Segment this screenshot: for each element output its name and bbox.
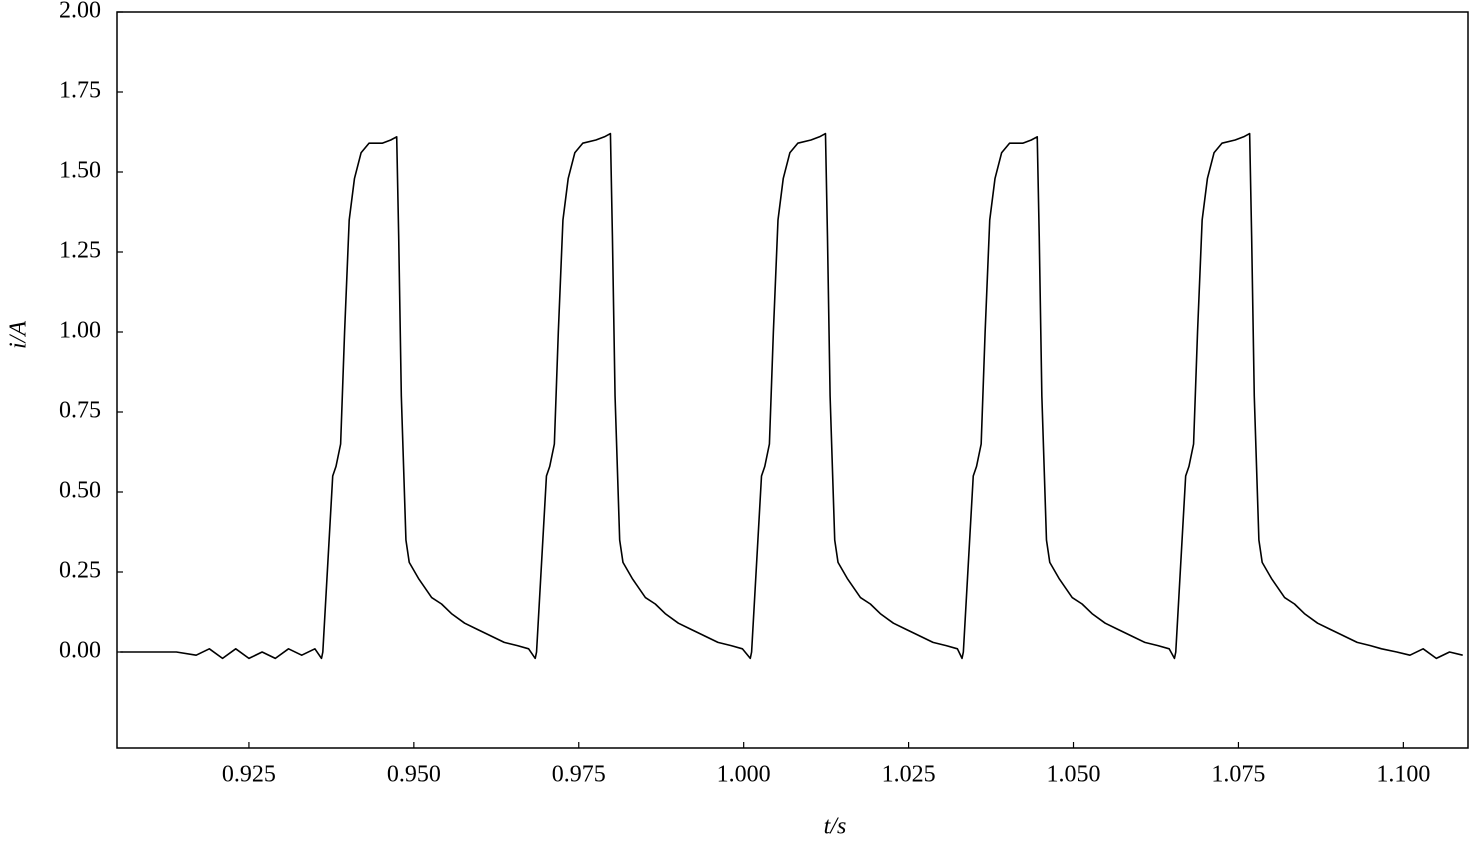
- x-tick-label: 1.075: [1211, 762, 1265, 788]
- x-tick-label: 0.950: [387, 762, 441, 788]
- y-tick-label: 1.75: [59, 78, 101, 104]
- x-tick-label: 1.050: [1047, 762, 1101, 788]
- y-tick-label: 1.00: [59, 318, 101, 344]
- x-tick-label: 1.100: [1376, 762, 1430, 788]
- x-axis-label: t/s: [824, 814, 847, 840]
- y-tick-label: 0.50: [59, 478, 101, 504]
- x-tick-label: 0.975: [552, 762, 606, 788]
- current-line: [120, 132, 1463, 660]
- y-tick-label: 0.00: [59, 638, 101, 664]
- y-tick-label: 2.00: [59, 0, 101, 24]
- y-axis-label: i/A: [6, 321, 32, 349]
- y-tick-label: 0.25: [59, 558, 101, 584]
- x-tick-label: 0.925: [222, 762, 276, 788]
- y-tick-label: 1.25: [59, 238, 101, 264]
- x-tick-label: 1.000: [717, 762, 771, 788]
- x-tick-label: 1.025: [882, 762, 936, 788]
- y-tick-label: 1.50: [59, 158, 101, 184]
- y-tick-label: 0.75: [59, 398, 101, 424]
- plot-frame: [116, 11, 1469, 749]
